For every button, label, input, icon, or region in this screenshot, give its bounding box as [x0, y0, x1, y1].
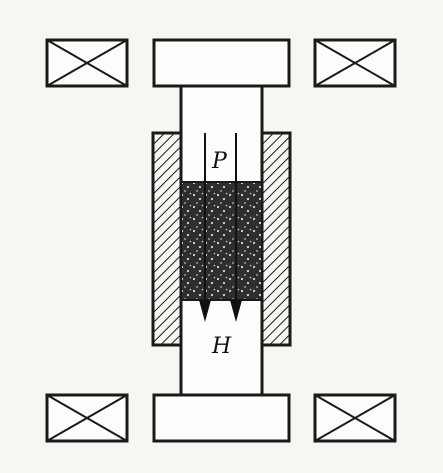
left-die-wall: [151, 131, 183, 347]
label-h: H: [211, 334, 232, 359]
field-arrows: [199, 300, 242, 322]
coil-top-right: [313, 38, 397, 88]
pressure-arrows: [204, 133, 237, 302]
bottom-anvil-cap: [152, 393, 291, 443]
coil-bottom-left: [45, 393, 129, 443]
coil-bottom-right: [313, 393, 397, 443]
powder-sample: [180, 181, 263, 301]
label-p: P: [211, 149, 228, 174]
coil-top-left: [45, 38, 129, 88]
right-die-wall: [260, 131, 292, 347]
top-anvil-cap: [152, 38, 291, 88]
